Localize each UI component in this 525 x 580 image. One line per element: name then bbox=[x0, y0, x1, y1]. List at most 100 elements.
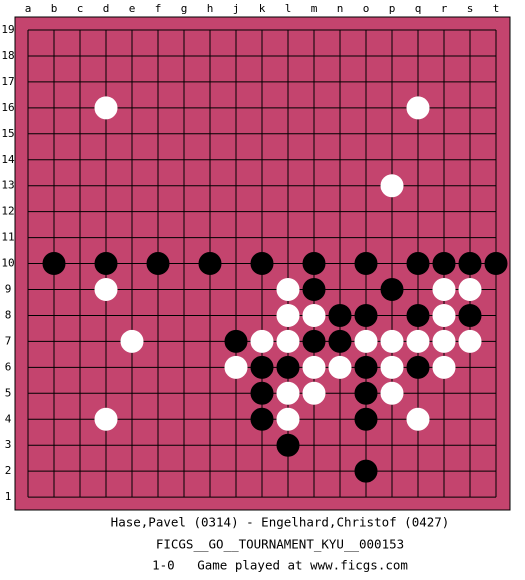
stone-white bbox=[380, 329, 404, 353]
row-label: 4 bbox=[5, 412, 12, 425]
stone-black bbox=[354, 355, 378, 379]
row-label: 14 bbox=[1, 153, 15, 166]
row-label: 12 bbox=[1, 205, 14, 218]
result: 1-0 Game played at www.ficgs.com bbox=[152, 558, 408, 573]
stone-black bbox=[250, 355, 274, 379]
column-label: l bbox=[285, 2, 292, 15]
column-label: h bbox=[207, 2, 214, 15]
stone-white bbox=[276, 303, 300, 327]
stone-black bbox=[484, 252, 508, 276]
stone-black bbox=[42, 252, 66, 276]
stone-white bbox=[354, 329, 378, 353]
row-label: 1 bbox=[5, 490, 12, 503]
stone-white bbox=[380, 381, 404, 405]
stone-white bbox=[224, 355, 248, 379]
stone-white bbox=[250, 329, 274, 353]
stone-white bbox=[406, 407, 430, 431]
stone-white bbox=[302, 381, 326, 405]
stone-white bbox=[94, 96, 118, 120]
row-label: 9 bbox=[5, 283, 12, 296]
stone-white bbox=[458, 329, 482, 353]
stone-black bbox=[328, 303, 352, 327]
stone-black bbox=[224, 329, 248, 353]
column-label: a bbox=[25, 2, 32, 15]
stone-white bbox=[276, 278, 300, 301]
stone-black bbox=[354, 407, 378, 431]
stone-black bbox=[250, 381, 274, 405]
coordinates: a b c d e f g h j k l m n o p q r s t191817161514131211109… bbox=[1, 2, 499, 503]
stone-white bbox=[94, 407, 118, 431]
column-label: f bbox=[155, 2, 162, 15]
row-label: 17 bbox=[1, 75, 14, 88]
row-label: 2 bbox=[5, 464, 12, 477]
stone-white bbox=[120, 329, 144, 353]
stone-black bbox=[302, 329, 326, 353]
column-label: j bbox=[233, 2, 240, 15]
column-label: g bbox=[181, 2, 188, 15]
stone-white bbox=[276, 407, 300, 431]
tournament: FICGS__GO__TOURNAMENT_KYU__000153 bbox=[156, 537, 404, 552]
row-label: 15 bbox=[1, 127, 14, 140]
stone-black bbox=[406, 303, 430, 327]
stone-black bbox=[250, 407, 274, 431]
stone-black bbox=[302, 278, 326, 301]
stone-black bbox=[94, 252, 118, 276]
stone-black bbox=[432, 252, 456, 276]
column-label: n bbox=[337, 2, 344, 15]
stones bbox=[42, 96, 508, 483]
stone-white bbox=[302, 355, 326, 379]
stone-white bbox=[94, 278, 118, 301]
stone-black bbox=[406, 355, 430, 379]
stone-black bbox=[354, 381, 378, 405]
stone-white bbox=[432, 329, 456, 353]
row-label: 3 bbox=[5, 438, 12, 451]
column-label: m bbox=[311, 2, 318, 15]
row-label: 6 bbox=[5, 360, 12, 373]
column-label: b bbox=[51, 2, 58, 15]
row-label: 8 bbox=[5, 308, 12, 321]
stone-black bbox=[458, 252, 482, 276]
stone-white bbox=[406, 329, 430, 353]
column-label: k bbox=[259, 2, 266, 15]
stone-white bbox=[276, 329, 300, 353]
row-label: 18 bbox=[1, 49, 14, 62]
stone-white bbox=[276, 381, 300, 405]
row-label: 7 bbox=[5, 334, 12, 347]
row-label: 11 bbox=[1, 231, 14, 244]
stone-black bbox=[276, 433, 300, 457]
column-label: r bbox=[441, 2, 448, 15]
column-label: d bbox=[103, 2, 110, 15]
stone-black bbox=[328, 329, 352, 353]
stone-white bbox=[432, 303, 456, 327]
stone-white bbox=[432, 278, 456, 301]
stone-black bbox=[276, 355, 300, 379]
column-label: s bbox=[467, 2, 474, 15]
stone-white bbox=[432, 355, 456, 379]
stone-black bbox=[354, 303, 378, 327]
stone-white bbox=[380, 355, 404, 379]
row-label: 10 bbox=[1, 257, 14, 270]
stone-white bbox=[406, 96, 430, 120]
stone-black bbox=[380, 278, 404, 301]
stone-black bbox=[406, 252, 430, 276]
stone-black bbox=[302, 252, 326, 276]
column-label: c bbox=[77, 2, 84, 15]
row-label: 13 bbox=[1, 179, 14, 192]
stone-white bbox=[380, 174, 404, 198]
column-label: q bbox=[415, 2, 422, 15]
column-label: t bbox=[493, 2, 500, 15]
stone-black bbox=[250, 252, 274, 276]
stone-black bbox=[354, 252, 378, 276]
stone-black bbox=[146, 252, 170, 276]
stone-black bbox=[458, 303, 482, 327]
row-label: 19 bbox=[1, 23, 14, 36]
stone-white bbox=[302, 303, 326, 327]
row-label: 5 bbox=[5, 386, 12, 399]
column-label: e bbox=[129, 2, 136, 15]
stone-white bbox=[458, 278, 482, 301]
column-label: o bbox=[363, 2, 370, 15]
stone-white bbox=[328, 355, 352, 379]
column-label: p bbox=[389, 2, 396, 15]
players: Hase,Pavel (0314) - Engelhard,Christof (… bbox=[111, 515, 450, 530]
